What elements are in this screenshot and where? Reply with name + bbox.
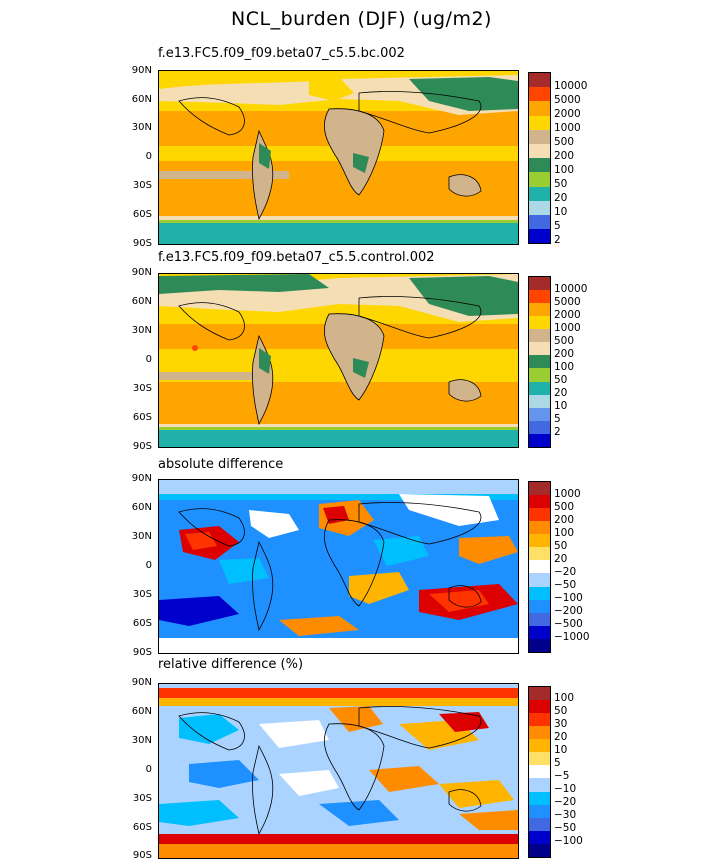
lat-label: 0 bbox=[145, 560, 152, 571]
panel-2-subtitle: f.e13.FC5.f09_f09.beta07_c5.5.control.00… bbox=[158, 250, 435, 265]
cb1-label: 1000 bbox=[554, 122, 581, 134]
cb2-label: 50 bbox=[554, 374, 568, 386]
panel-3-subtitle: absolute difference bbox=[158, 457, 284, 472]
lat-label: 60S bbox=[132, 412, 152, 423]
cb2-label: 5 bbox=[554, 413, 561, 425]
cb1-label: 5 bbox=[554, 220, 561, 232]
lat-label: 30N bbox=[131, 531, 152, 542]
lat-label: 90S bbox=[132, 647, 152, 658]
cb2-label: 20 bbox=[554, 387, 568, 399]
cb3-label: 1000 bbox=[554, 488, 581, 500]
lat-label: 30N bbox=[131, 325, 152, 336]
cb3-label: 500 bbox=[554, 501, 575, 513]
lat-label: 30S bbox=[132, 589, 152, 600]
cb1-label: 10 bbox=[554, 206, 568, 218]
cb1-label: 20 bbox=[554, 192, 568, 204]
lat-label: 90N bbox=[131, 677, 152, 688]
cb3-label: −200 bbox=[554, 605, 583, 617]
lat-label: 90S bbox=[132, 850, 152, 861]
lat-label: 90S bbox=[132, 441, 152, 452]
cb1-label: 2 bbox=[554, 234, 561, 246]
cb1-label: 500 bbox=[554, 136, 575, 148]
lat-label: 30N bbox=[131, 735, 152, 746]
cb2-label: 100 bbox=[554, 361, 575, 373]
cb4-label: −5 bbox=[554, 770, 570, 782]
cb4-label: 20 bbox=[554, 731, 568, 743]
panel-4-colorbar bbox=[528, 686, 551, 858]
panel-3-colorbar bbox=[528, 481, 551, 653]
lat-label: 60N bbox=[131, 296, 152, 307]
cb3-label: −1000 bbox=[554, 631, 590, 643]
lat-label: 30S bbox=[132, 383, 152, 394]
lat-label: 30S bbox=[132, 793, 152, 804]
panel-3-map bbox=[158, 479, 519, 654]
cb3-label: −100 bbox=[554, 592, 583, 604]
cb2-label: 200 bbox=[554, 348, 575, 360]
lat-label: 0 bbox=[145, 151, 152, 162]
lat-label: 60N bbox=[131, 94, 152, 105]
panel-1-colorbar bbox=[528, 72, 551, 244]
cb3-label: 50 bbox=[554, 540, 568, 552]
cb3-label: 200 bbox=[554, 514, 575, 526]
panel-1-subtitle: f.e13.FC5.f09_f09.beta07_c5.5.bc.002 bbox=[158, 46, 405, 61]
lat-label: 30S bbox=[132, 180, 152, 191]
cb4-label: 5 bbox=[554, 757, 561, 769]
cb1-label: 200 bbox=[554, 150, 575, 162]
cb1-label: 100 bbox=[554, 164, 575, 176]
cb2-label: 2000 bbox=[554, 309, 581, 321]
lat-label: 90N bbox=[131, 473, 152, 484]
lat-label: 60S bbox=[132, 618, 152, 629]
panel-2-colorbar bbox=[528, 276, 551, 448]
lat-label: 30N bbox=[131, 122, 152, 133]
cb2-label: 10 bbox=[554, 400, 568, 412]
cb4-label: 30 bbox=[554, 718, 568, 730]
cb4-label: −20 bbox=[554, 796, 577, 808]
cb2-label: 5000 bbox=[554, 296, 581, 308]
lat-label: 60S bbox=[132, 209, 152, 220]
cb4-label: −10 bbox=[554, 783, 577, 795]
panel-4-map bbox=[158, 683, 519, 859]
cb3-label: 20 bbox=[554, 553, 568, 565]
cb4-label: −100 bbox=[554, 835, 583, 847]
cb4-label: −50 bbox=[554, 822, 577, 834]
lat-label: 60N bbox=[131, 706, 152, 717]
panel-2-map bbox=[158, 273, 519, 448]
cb3-label: −500 bbox=[554, 618, 583, 630]
cb1-label: 50 bbox=[554, 178, 568, 190]
cb4-label: −30 bbox=[554, 809, 577, 821]
lat-label: 90S bbox=[132, 238, 152, 249]
lat-label: 90N bbox=[131, 65, 152, 76]
cb2-label: 1000 bbox=[554, 322, 581, 334]
panel-1-map bbox=[158, 70, 519, 245]
cb3-label: −50 bbox=[554, 579, 577, 591]
lat-label: 60S bbox=[132, 822, 152, 833]
lat-label: 0 bbox=[145, 354, 152, 365]
cb3-label: 100 bbox=[554, 527, 575, 539]
cb1-label: 5000 bbox=[554, 94, 581, 106]
cb3-label: −20 bbox=[554, 566, 577, 578]
cb2-label: 500 bbox=[554, 335, 575, 347]
cb1-label: 10000 bbox=[554, 80, 588, 92]
lat-label: 0 bbox=[145, 764, 152, 775]
cb4-label: 10 bbox=[554, 744, 568, 756]
cb4-label: 50 bbox=[554, 705, 568, 717]
cb1-label: 2000 bbox=[554, 108, 581, 120]
panel-4-subtitle: relative difference (%) bbox=[158, 657, 304, 672]
figure-title: NCL_burden (DJF) (ug/m2) bbox=[231, 8, 492, 30]
cb2-label: 10000 bbox=[554, 283, 588, 295]
cb2-label: 2 bbox=[554, 426, 561, 438]
lat-label: 90N bbox=[131, 267, 152, 278]
cb4-label: 100 bbox=[554, 692, 575, 704]
lat-label: 60N bbox=[131, 502, 152, 513]
